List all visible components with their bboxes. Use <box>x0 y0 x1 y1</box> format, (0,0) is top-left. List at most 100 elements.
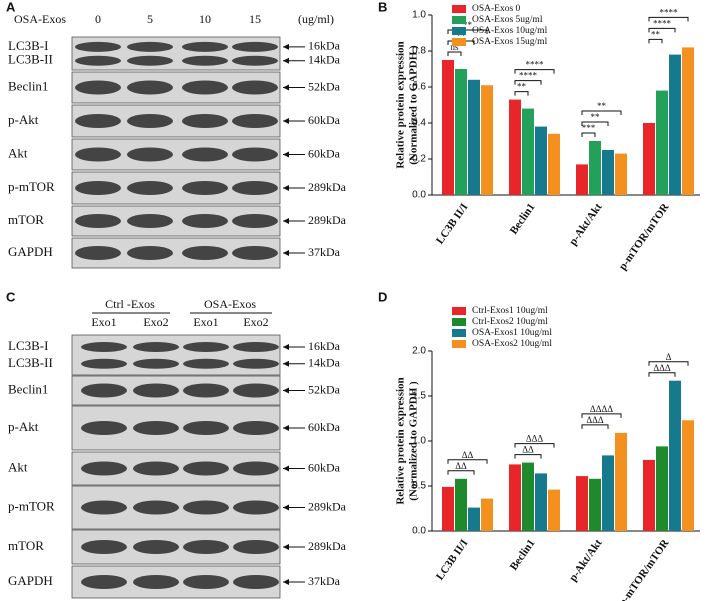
band <box>183 383 229 398</box>
legend-swatch <box>452 318 466 326</box>
band <box>183 421 229 435</box>
bar <box>509 99 521 195</box>
band <box>133 540 179 554</box>
bar <box>589 141 601 195</box>
arrow-head <box>283 151 289 158</box>
protein-label: LC3B-II <box>8 355 53 370</box>
kda-label: 289kDa <box>308 213 347 227</box>
significance: **** <box>526 60 545 70</box>
panel-label: C <box>6 289 16 304</box>
band <box>182 41 228 52</box>
x-tick-label: LC3B II/I <box>434 537 471 582</box>
significance: **** <box>519 71 538 81</box>
band <box>127 41 173 52</box>
protein-label: Beclin1 <box>8 78 48 93</box>
protein-label: LC3B-I <box>8 38 48 53</box>
y-tick-label: 1.0 <box>412 10 426 21</box>
bar <box>643 459 655 531</box>
band <box>232 214 278 228</box>
band <box>127 214 173 228</box>
legend-swatch <box>452 38 466 46</box>
y-tick-label: 0.2 <box>412 154 426 165</box>
lane-label: 0 <box>95 12 101 26</box>
y-axis-label: (Normalized to GAPDH ) <box>408 381 420 501</box>
bar <box>522 462 534 531</box>
significance: **** <box>653 18 672 28</box>
band <box>233 461 279 476</box>
bracket <box>514 91 529 96</box>
arrow-head <box>283 43 289 50</box>
band <box>81 540 127 554</box>
arrow-head <box>283 465 289 472</box>
band <box>133 421 179 435</box>
band <box>233 358 279 369</box>
bracket <box>581 110 622 115</box>
band <box>232 55 278 66</box>
legend-swatch <box>452 16 466 24</box>
legend-label: OSA-Exos 5ug/ml <box>472 15 543 25</box>
significance: ** <box>517 82 527 92</box>
arrow-head <box>283 344 289 350</box>
band <box>75 41 121 52</box>
y-tick-label: 0.5 <box>412 481 426 492</box>
x-tick-label: Beclin1 <box>508 537 538 572</box>
y-tick-label: 0.8 <box>412 46 426 57</box>
bar <box>481 85 493 195</box>
y-tick-label: 0.4 <box>412 118 426 129</box>
protein-label: p-Akt <box>8 112 39 127</box>
band <box>133 342 179 352</box>
band <box>81 500 127 515</box>
significance: *** <box>582 123 596 133</box>
protein-label: mTOR <box>8 538 44 553</box>
band <box>81 383 127 398</box>
bar <box>442 60 454 195</box>
significance: ns <box>450 42 459 52</box>
bar <box>455 69 467 195</box>
bar <box>669 380 681 531</box>
band <box>182 114 228 128</box>
significance: ** <box>457 31 467 41</box>
kda-label: 289kDa <box>308 499 347 513</box>
band <box>183 461 229 476</box>
band <box>81 421 127 435</box>
band <box>183 358 229 369</box>
bar <box>522 108 534 195</box>
x-tick-label: p-mTOR/mTOR <box>617 200 672 272</box>
band <box>182 246 228 260</box>
significance: ΔΔΔ <box>586 415 604 425</box>
blot-box <box>71 334 281 376</box>
band <box>232 147 278 162</box>
band <box>233 421 279 435</box>
band <box>233 540 279 554</box>
legend-swatch <box>452 5 466 13</box>
bar <box>615 432 627 531</box>
arrow-head <box>283 579 289 585</box>
significance: ** <box>463 20 473 30</box>
kda-label: 289kDa <box>308 539 347 553</box>
bracket <box>581 424 609 429</box>
significance: Δ <box>666 352 672 362</box>
significance: ** <box>597 101 607 111</box>
bar <box>643 123 655 195</box>
band <box>233 575 279 589</box>
protein-label: Beclin1 <box>8 381 48 396</box>
band <box>127 181 173 195</box>
bar <box>455 478 467 531</box>
band <box>81 358 127 369</box>
bar <box>576 476 588 531</box>
kda-label: 60kDa <box>308 113 341 127</box>
bracket <box>581 121 609 126</box>
legend-label: Ctrl-Exos2 10ug/ml <box>472 317 548 327</box>
band <box>183 342 229 352</box>
legend-label: Ctrl-Exos1 10ug/ml <box>472 306 548 316</box>
group-label: Ctrl -Exos <box>105 297 155 311</box>
significance: ΔΔ <box>522 445 534 455</box>
x-tick-label: LC3B II/I <box>434 201 471 246</box>
significance: ΔΔ <box>462 450 474 460</box>
band <box>133 383 179 398</box>
bar <box>656 446 668 531</box>
bracket <box>648 361 689 366</box>
protein-label: Akt <box>8 459 28 474</box>
arrow-head <box>283 57 289 64</box>
